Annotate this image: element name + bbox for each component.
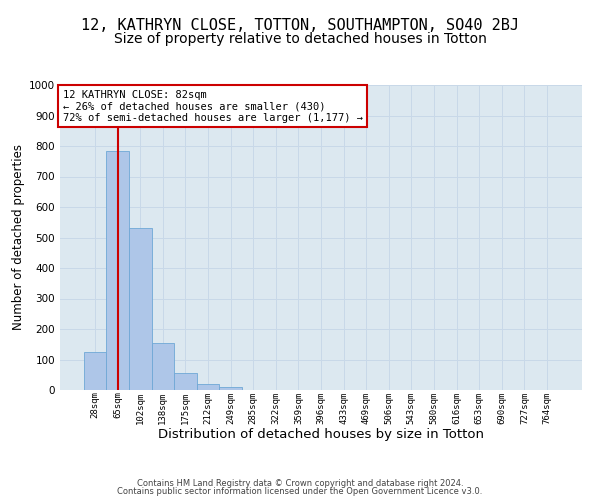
Text: Contains HM Land Registry data © Crown copyright and database right 2024.: Contains HM Land Registry data © Crown c… (137, 478, 463, 488)
Bar (84, 352, 106, 390)
Bar (197, 384, 220, 390)
Text: Size of property relative to detached houses in Totton: Size of property relative to detached ho… (113, 32, 487, 46)
Bar (152, 342, 174, 390)
Text: 12, KATHRYN CLOSE, TOTTON, SOUTHAMPTON, SO40 2BJ: 12, KATHRYN CLOSE, TOTTON, SOUTHAMPTON, … (81, 18, 519, 32)
Bar (106, 150, 129, 390)
Bar (220, 387, 242, 390)
Text: Contains public sector information licensed under the Open Government Licence v3: Contains public sector information licen… (118, 487, 482, 496)
Bar (174, 373, 197, 390)
Text: 12 KATHRYN CLOSE: 82sqm
← 26% of detached houses are smaller (430)
72% of semi-d: 12 KATHRYN CLOSE: 82sqm ← 26% of detache… (62, 90, 362, 123)
Bar (129, 228, 152, 390)
Y-axis label: Number of detached properties: Number of detached properties (12, 144, 25, 330)
X-axis label: Distribution of detached houses by size in Totton: Distribution of detached houses by size … (158, 428, 484, 441)
